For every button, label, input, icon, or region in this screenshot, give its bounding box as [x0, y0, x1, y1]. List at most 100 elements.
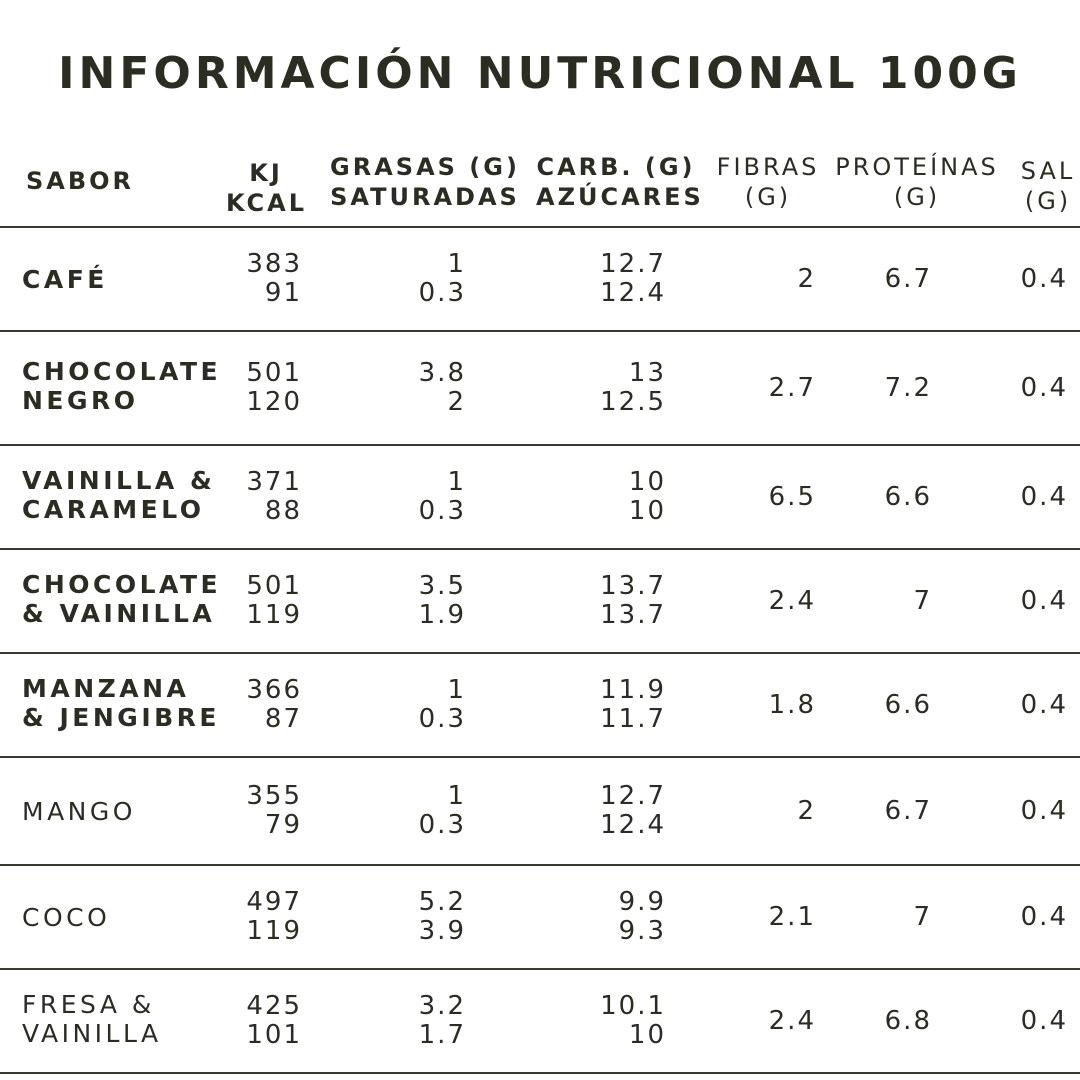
- carbs-cell-value-1: 10: [628, 467, 666, 497]
- protein-cell: 6.6: [884, 482, 932, 512]
- fat-cell-value-2: 0.3: [418, 704, 466, 734]
- fat-cell-value-2: 0.3: [418, 278, 466, 308]
- fiber-cell: 6.5: [768, 482, 816, 512]
- energy-cell-value-1: 497: [246, 887, 302, 917]
- page-title: INFORMACIÓN NUTRICIONAL 100G: [58, 48, 1022, 99]
- header-fats: GRASAS (G) SATURADAS: [330, 152, 520, 212]
- fat-cell: 5.2 3.9: [380, 888, 466, 946]
- header-sabor-label: SABOR: [26, 167, 135, 195]
- flavor-name-line: CHOCOLATE: [22, 570, 222, 599]
- carbs-cell-value-1: 12.7: [600, 249, 666, 279]
- header-divider: [0, 226, 1080, 228]
- fat-cell: 3.2 1.7: [380, 992, 466, 1050]
- header-fibras-label: FIBRAS: [716, 153, 820, 181]
- energy-cell-value-1: 355: [246, 781, 302, 811]
- flavor-name-line: CARAMELO: [22, 495, 205, 524]
- flavor-name-line: MANZANA: [22, 674, 190, 703]
- header-fibras-unit: (G): [744, 183, 792, 211]
- protein-cell: 7.2: [884, 373, 932, 403]
- energy-cell-value-1: 366: [246, 675, 302, 705]
- carbs-cell: 12.7 12.4: [560, 782, 666, 840]
- carbs-cell-value-2: 11.7: [600, 704, 666, 734]
- carbs-cell-value-2: 12.4: [600, 278, 666, 308]
- carbs-cell-value-1: 11.9: [600, 675, 666, 705]
- table-header: SABOR KJ KCAL GRASAS (G) SATURADAS CARB.…: [0, 150, 1080, 226]
- energy-cell: 425 101: [230, 992, 302, 1050]
- fat-cell: 3.5 1.9: [380, 572, 466, 630]
- energy-cell-value-1: 425: [246, 991, 302, 1021]
- protein-cell: 6.8: [884, 1006, 932, 1036]
- fiber-cell: 2: [797, 796, 816, 826]
- salt-cell: 0.4: [1020, 902, 1068, 932]
- flavor-name: CHOCOLATE NEGRO: [22, 357, 221, 415]
- fiber-cell: 2: [797, 264, 816, 294]
- energy-cell-value-2: 101: [246, 1020, 302, 1050]
- energy-cell-value-1: 501: [246, 358, 302, 388]
- flavor-name-line: MANGO: [22, 797, 136, 826]
- fat-cell: 1 0.3: [380, 468, 466, 526]
- flavor-name: VAINILLA & CARAMELO: [22, 466, 215, 524]
- header-fiber: FIBRAS (G): [714, 152, 822, 212]
- fiber-cell: 2.7: [768, 373, 816, 403]
- header-protein: PROTEÍNAS (G): [834, 152, 1000, 212]
- energy-cell-value-1: 383: [246, 249, 302, 279]
- header-kj-label: KJ: [249, 159, 283, 187]
- energy-cell: 497 119: [230, 888, 302, 946]
- header-saturadas-label: SATURADAS: [330, 183, 520, 211]
- salt-cell: 0.4: [1020, 264, 1068, 294]
- carbs-cell: 10 10: [560, 468, 666, 526]
- energy-cell: 355 79: [230, 782, 302, 840]
- carbs-cell: 11.9 11.7: [560, 676, 666, 734]
- flavor-name: FRESA & VAINILLA: [22, 990, 162, 1048]
- fat-cell-value-1: 3.5: [418, 571, 466, 601]
- protein-cell: 7: [913, 586, 932, 616]
- table-row: CHOCOLATE NEGRO 501 120 3.8 2 13 12.5 2.7 7.2 0.4: [0, 332, 1080, 446]
- header-kcal-label: KCAL: [226, 189, 307, 217]
- carbs-cell-value-2: 12.4: [600, 810, 666, 840]
- fiber-cell: 2.1: [768, 902, 816, 932]
- carbs-cell-value-1: 9.9: [618, 887, 666, 917]
- flavor-name-line: NEGRO: [22, 386, 139, 415]
- flavor-name-line: FRESA &: [22, 990, 155, 1019]
- salt-cell: 0.4: [1020, 373, 1068, 403]
- fiber-cell: 2.4: [768, 586, 816, 616]
- energy-cell-value-2: 79: [264, 810, 302, 840]
- carbs-cell-value-1: 13.7: [600, 571, 666, 601]
- energy-cell-value-1: 501: [246, 571, 302, 601]
- fat-cell-value-2: 1.9: [418, 600, 466, 630]
- table-row: COCO 497 119 5.2 3.9 9.9 9.3 2.1 7 0.4: [0, 866, 1080, 970]
- carbs-cell-value-2: 12.5: [600, 387, 666, 417]
- flavor-name-line: VAINILLA &: [22, 466, 216, 495]
- energy-cell-value-1: 371: [246, 467, 302, 497]
- fat-cell: 1 0.3: [380, 782, 466, 840]
- salt-cell: 0.4: [1020, 690, 1068, 720]
- carbs-cell: 10.1 10: [560, 992, 666, 1050]
- header-energy: KJ KCAL: [226, 158, 306, 218]
- flavor-name: CAFÉ: [22, 265, 108, 294]
- fat-cell-value-2: 1.7: [418, 1020, 466, 1050]
- flavor-name-line: & JENGIBRE: [22, 703, 221, 732]
- table-row: CAFÉ 383 91 1 0.3 12.7 12.4 2 6.7 0.4: [0, 228, 1080, 332]
- flavor-name-line: & VAINILLA: [22, 599, 216, 628]
- flavor-name-line: CAFÉ: [22, 265, 108, 294]
- fat-cell: 3.8 2: [380, 359, 466, 417]
- nutrition-table-body: CAFÉ 383 91 1 0.3 12.7 12.4 2 6.7 0.4 CHOCOLATE NEG…: [0, 228, 1080, 1074]
- protein-cell: 6.7: [884, 264, 932, 294]
- salt-cell: 0.4: [1020, 796, 1068, 826]
- carbs-cell-value-2: 13.7: [600, 600, 666, 630]
- fat-cell-value-1: 1: [447, 675, 466, 705]
- fat-cell-value-1: 1: [447, 249, 466, 279]
- fat-cell: 1 0.3: [380, 250, 466, 308]
- header-carb-label: CARB. (G): [536, 153, 696, 181]
- flavor-name: COCO: [22, 903, 110, 932]
- header-sabor: SABOR: [26, 166, 134, 196]
- energy-cell-value-2: 119: [246, 600, 302, 630]
- carbs-cell: 13 12.5: [560, 359, 666, 417]
- salt-cell: 0.4: [1020, 1006, 1068, 1036]
- header-carbs: CARB. (G) AZÚCARES: [536, 152, 701, 212]
- table-row: MANZANA & JENGIBRE 366 87 1 0.3 11.9 11.7 1.8 6.6…: [0, 654, 1080, 758]
- fiber-cell: 2.4: [768, 1006, 816, 1036]
- header-sal-label: SAL: [1020, 157, 1076, 185]
- carbs-cell-value-1: 10.1: [600, 991, 666, 1021]
- header-grasas-label: GRASAS (G): [330, 153, 520, 181]
